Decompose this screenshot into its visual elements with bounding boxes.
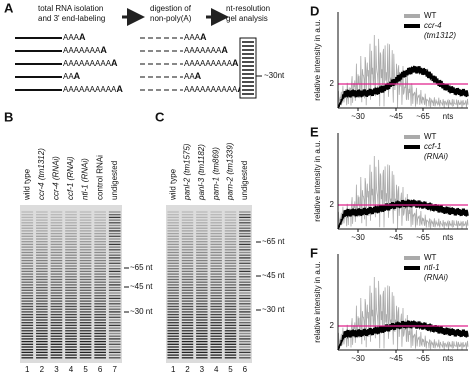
tail: AAAAAAAAAA: [63, 58, 118, 68]
x-tick-label: ~30: [351, 354, 365, 363]
legend-text: WT: [424, 132, 437, 141]
lane-label: ntl-1 (RNAi): [81, 158, 90, 200]
lane-label: parn-1 (tm869): [211, 147, 220, 201]
tail-digested: AAAA: [184, 32, 207, 42]
x-tick-label: ~65: [416, 354, 430, 363]
trace-wt: [337, 276, 469, 351]
lane-number: 4: [69, 365, 74, 374]
lane-number: 3: [54, 365, 59, 374]
lane-label: control RNAi: [95, 155, 104, 200]
panel-label: D: [310, 3, 319, 18]
lane-label: ccf-1 (RNAi): [66, 156, 75, 200]
x-tick-label: ~65: [416, 112, 430, 121]
legend-swatch: [404, 256, 420, 260]
legend-text: ccf-1: [424, 142, 441, 151]
panel-label: F: [310, 245, 318, 260]
step-text: gel analysis: [226, 14, 268, 23]
tail: AAAAAAAAAAA: [63, 84, 123, 94]
legend-text: WT: [424, 11, 437, 20]
lane-label: ccr-4 (RNAi): [52, 156, 61, 200]
y-tick-label: 2: [330, 321, 335, 330]
legend-text: WT: [424, 253, 437, 262]
legend-swatch: [404, 14, 420, 18]
y-label: relative intensity in a.u.: [313, 140, 322, 221]
step-text: digestion of: [150, 4, 192, 13]
marker-label: ~65 nt: [130, 263, 153, 272]
legend-swatch: [404, 266, 420, 270]
marker-label: ~30 nt: [262, 305, 285, 314]
legend-text: ntl-1: [424, 263, 440, 272]
lane-number: 6: [98, 365, 103, 374]
legend-swatch: [404, 135, 420, 139]
legend-swatch: [404, 145, 420, 149]
lane-number: 5: [228, 365, 233, 374]
lane-number: 1: [171, 365, 176, 374]
panel-label: C: [155, 109, 165, 124]
step-text: non-poly(A): [150, 14, 192, 23]
tail: AAA: [63, 71, 81, 81]
tail-digested: AAAAAAAAAA: [184, 58, 239, 68]
x-tick-label: nts: [443, 112, 454, 121]
trace-mutant: [337, 199, 469, 230]
trace-wt: [337, 155, 469, 230]
step-text: total RNA isolation: [38, 4, 103, 13]
tail: AAAAAAAA: [63, 45, 107, 55]
y-label: relative intensity in a.u.: [313, 261, 322, 342]
lane-label: wild type: [168, 168, 177, 201]
x-tick-label: ~30: [351, 233, 365, 242]
x-tick-label: ~30: [351, 112, 365, 121]
lane-number: 2: [185, 365, 190, 374]
x-tick-label: ~45: [389, 354, 403, 363]
lane-number: 4: [214, 365, 219, 374]
lane-number: 3: [200, 365, 205, 374]
lane-label: undigested: [110, 161, 119, 200]
legend-swatch: [404, 24, 420, 28]
marker-label: ~65 nt: [262, 237, 285, 246]
lane-number: 5: [83, 365, 88, 374]
x-tick-label: ~65: [416, 233, 430, 242]
lane-number: 2: [40, 365, 45, 374]
marker-label: ~30nt: [264, 71, 285, 80]
lane-number: 1: [25, 365, 30, 374]
tail-digested: AAAAAAAAAAA: [184, 84, 244, 94]
lane-label: parn-2 (tm1339): [226, 142, 235, 201]
lane-number: 7: [112, 365, 117, 374]
x-tick-label: nts: [443, 233, 454, 242]
tail-digested: AAA: [184, 71, 202, 81]
x-tick-label: ~45: [389, 233, 403, 242]
step-text: nt-resolution: [226, 4, 270, 13]
panel-label: E: [310, 124, 319, 139]
lane-label: ccr-4 (tm1312): [37, 148, 46, 200]
lane-label: undigested: [240, 161, 249, 200]
panel-label: B: [4, 109, 13, 124]
panel-label: A: [4, 0, 14, 15]
lane-label: wild type: [22, 168, 31, 201]
y-tick-label: 2: [330, 79, 335, 88]
tail-digested: AAAAAAAA: [184, 45, 228, 55]
x-tick-label: ~45: [389, 112, 403, 121]
lane-label: panl-3 (tm1182): [197, 144, 206, 201]
gel-ladder: [239, 37, 257, 99]
gel: [166, 205, 252, 363]
lane-number: 6: [243, 365, 248, 374]
legend-text: (tm1312): [424, 31, 456, 40]
legend-text: (RNAi): [424, 152, 448, 161]
y-tick-label: 2: [330, 200, 335, 209]
legend-text: ccr-4: [424, 21, 442, 30]
marker-label: ~45 nt: [130, 282, 153, 291]
step-text: and 3' end-labeling: [38, 14, 105, 23]
y-label: relative intensity in a.u.: [313, 19, 322, 100]
tail: AAAA: [63, 32, 86, 42]
marker-label: ~45 nt: [262, 271, 285, 280]
x-tick-label: nts: [443, 354, 454, 363]
marker-label: ~30 nt: [130, 307, 153, 316]
legend-text: (RNAi): [424, 273, 448, 282]
lane-label: panl-2 (tm1575): [183, 143, 192, 201]
